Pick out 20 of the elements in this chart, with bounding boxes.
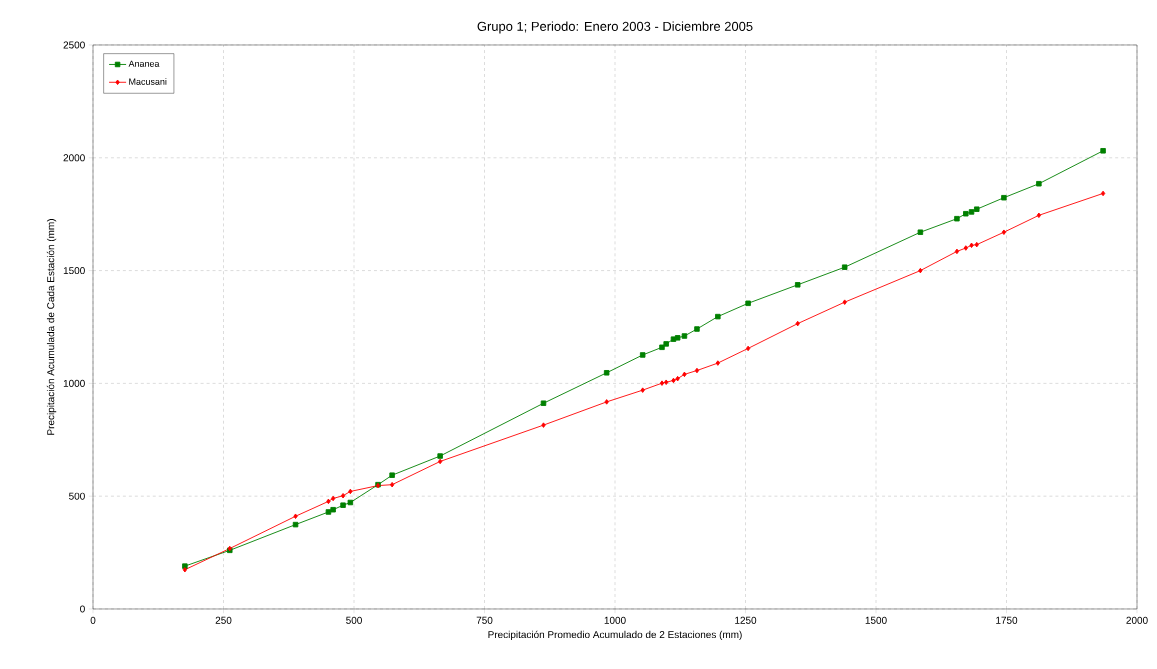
y-axis-title: Precipitación Acumulada de Cada Estación (mm) xyxy=(46,219,57,435)
x-tick-label: 1250 xyxy=(735,616,757,624)
y-tick-label: 1500 xyxy=(63,267,85,275)
x-tick-label: 2000 xyxy=(1126,616,1148,624)
x-tick-label: 750 xyxy=(476,616,493,624)
x-tick-label: 1500 xyxy=(865,616,887,624)
y-tick-label: 2000 xyxy=(63,154,85,162)
x-tick-label: 1750 xyxy=(996,616,1018,624)
y-tick-label: 1000 xyxy=(63,379,85,387)
chart-title: Grupo 1; Periodo: Enero 2003 - Diciembre 2005 xyxy=(477,21,753,34)
x-tick-label: 1000 xyxy=(604,616,626,624)
legend-label: Ananea xyxy=(128,60,160,67)
y-tick-label: 0 xyxy=(80,605,85,613)
y-tick-label: 500 xyxy=(69,492,85,500)
legend-label: Macusani xyxy=(129,78,167,85)
x-tick-label: 500 xyxy=(346,616,362,624)
y-tick-label: 2500 xyxy=(63,41,85,49)
x-axis-title: Precipitación Promedio Acumulado de 2 Estaciones (mm) xyxy=(488,630,742,641)
x-tick-label: 250 xyxy=(215,616,232,624)
x-tick-label: 0 xyxy=(90,616,96,624)
